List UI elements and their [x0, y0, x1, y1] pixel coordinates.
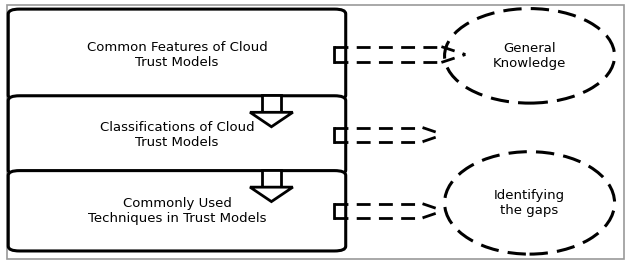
Bar — [262, 170, 281, 187]
Polygon shape — [250, 112, 293, 127]
Text: Classifications of Cloud
Trust Models: Classifications of Cloud Trust Models — [100, 121, 254, 149]
Ellipse shape — [445, 152, 615, 254]
Polygon shape — [250, 187, 293, 202]
Ellipse shape — [445, 8, 615, 103]
Text: Common Features of Cloud
Trust Models: Common Features of Cloud Trust Models — [86, 41, 268, 69]
Text: Identifying
the gaps: Identifying the gaps — [494, 189, 565, 217]
FancyBboxPatch shape — [8, 96, 346, 175]
Text: Commonly Used
Techniques in Trust Models: Commonly Used Techniques in Trust Models — [88, 197, 266, 225]
Bar — [262, 95, 281, 112]
FancyBboxPatch shape — [8, 171, 346, 251]
Text: General
Knowledge: General Knowledge — [493, 42, 566, 70]
FancyBboxPatch shape — [8, 9, 346, 100]
